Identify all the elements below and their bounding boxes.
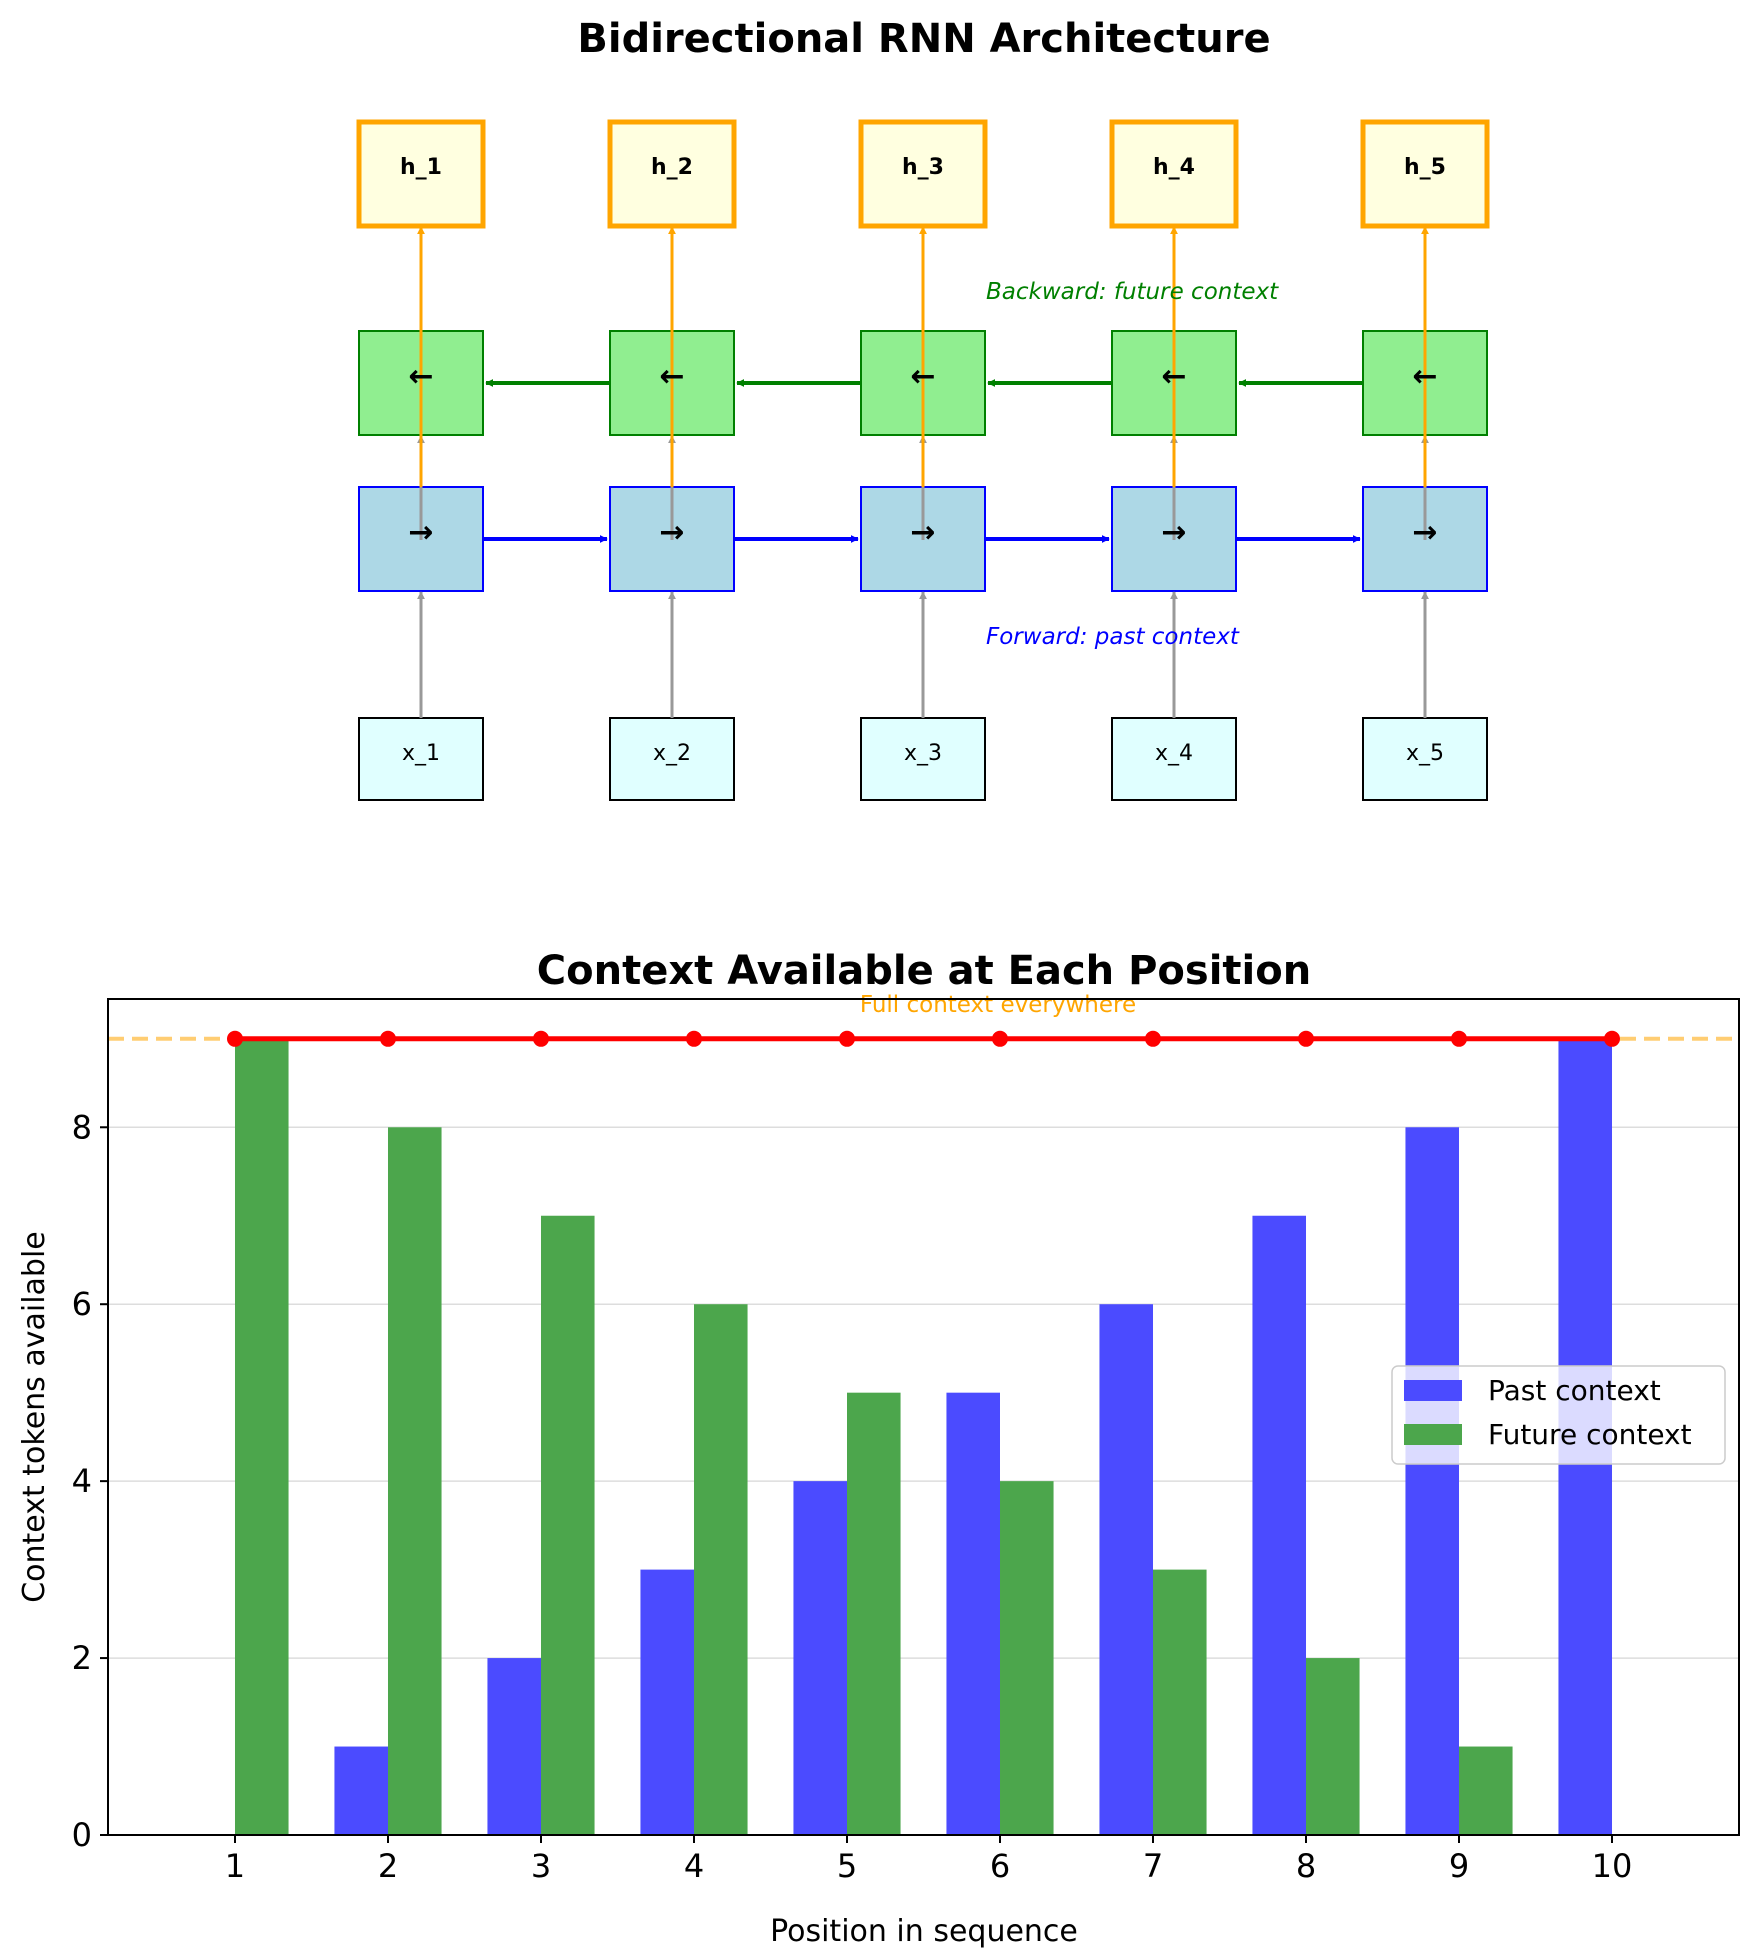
bar-past-context <box>1405 1127 1460 1835</box>
legend-box <box>1391 1365 1726 1465</box>
backward-symbol: ← <box>408 359 433 394</box>
total-context-point <box>992 1030 1009 1047</box>
backward-symbol: ← <box>1161 359 1186 394</box>
x-tick-label: 4 <box>684 1847 704 1885</box>
context-chart: Context Available at Each Position Full … <box>17 948 1740 1949</box>
output-label: h_1 <box>400 155 442 180</box>
y-tick-label: 4 <box>72 1462 92 1500</box>
x-tick-label: 2 <box>378 1847 398 1885</box>
input-label: x_5 <box>1406 741 1444 766</box>
total-context-point <box>1145 1030 1162 1047</box>
bar-past-context <box>1099 1304 1154 1835</box>
bar-past-context <box>334 1746 388 1835</box>
input-label: x_2 <box>653 741 691 766</box>
reference-line-label: Full context everywhere <box>860 992 1136 1018</box>
bar-future-context <box>846 1392 901 1835</box>
chart-gridlines <box>108 1126 1739 1659</box>
forward-symbol: → <box>659 515 684 550</box>
bar-past-context <box>487 1658 541 1835</box>
input-label: x_3 <box>904 741 942 766</box>
y-tick-label: 0 <box>72 1816 92 1854</box>
y-axis-label: Context tokens available <box>17 1231 52 1603</box>
bar-past-context <box>1252 1215 1307 1835</box>
x-axis-label: Position in sequence <box>770 1914 1078 1949</box>
total-context-point <box>1298 1030 1315 1047</box>
x-tick-label: 7 <box>1143 1847 1163 1885</box>
plot-area-frame <box>107 998 1740 1836</box>
bar-future-context <box>1000 1481 1054 1835</box>
total-context-point <box>1451 1030 1468 1047</box>
x-tick-label: 10 <box>1592 1847 1633 1885</box>
input-label: x_1 <box>402 741 440 766</box>
x-tick-label: 1 <box>225 1847 245 1885</box>
bar-future-context <box>540 1215 595 1835</box>
y-tick-label: 8 <box>72 1108 92 1146</box>
x-tick-label: 3 <box>531 1847 551 1885</box>
input-node <box>1111 717 1237 801</box>
total-context-point <box>685 1030 702 1047</box>
bar-future-context <box>234 1038 289 1835</box>
total-context-point <box>226 1030 243 1047</box>
bar-future-context <box>693 1304 748 1835</box>
bar-future-context <box>1306 1658 1360 1835</box>
chart-bars <box>234 1038 1613 1835</box>
input-node <box>1362 717 1488 801</box>
total-context-point <box>1604 1030 1621 1047</box>
y-tick-label: 6 <box>72 1285 92 1323</box>
forward-symbol: → <box>1161 515 1186 550</box>
output-label: h_4 <box>1153 155 1195 180</box>
legend-label: Future context <box>1488 1418 1692 1451</box>
bar-future-context <box>387 1127 442 1835</box>
y-tick-label: 2 <box>72 1639 92 1677</box>
backward-caption: Backward: future context <box>986 279 1279 305</box>
legend-swatch <box>1404 1424 1462 1445</box>
output-node <box>1109 119 1239 229</box>
input-node <box>860 717 986 801</box>
output-label: h_2 <box>651 155 693 180</box>
bar-future-context <box>1153 1569 1207 1835</box>
bar-past-context <box>640 1569 694 1835</box>
bar-past-context <box>946 1392 1001 1835</box>
bar-future-context <box>1459 1746 1513 1835</box>
chart-ticks: 0 2 4 6 8 1 2 3 4 5 6 7 8 9 10 <box>72 1108 1633 1885</box>
output-label: h_5 <box>1404 155 1446 180</box>
chart-lines: Full context everywhere <box>108 992 1739 1047</box>
backward-symbol: ← <box>910 359 935 394</box>
diagram-title: Bidirectional RNN Architecture <box>577 16 1270 62</box>
output-node <box>356 119 486 229</box>
total-context-point <box>838 1030 855 1047</box>
input-label: x_4 <box>1155 741 1193 766</box>
total-context-point <box>379 1030 396 1047</box>
x-tick-label: 9 <box>1449 1847 1469 1885</box>
bar-past-context <box>793 1481 847 1835</box>
output-label: h_3 <box>902 155 944 180</box>
backward-symbol: ← <box>1412 359 1437 394</box>
output-node <box>607 119 737 229</box>
backward-symbol: ← <box>659 359 684 394</box>
forward-caption: Forward: past context <box>986 624 1240 650</box>
output-node <box>1360 119 1490 229</box>
chart-title: Context Available at Each Position <box>537 948 1311 994</box>
chart-legend: Past context Future context <box>1391 1365 1726 1465</box>
x-tick-label: 6 <box>990 1847 1010 1885</box>
output-node <box>858 119 988 229</box>
forward-symbol: → <box>408 515 433 550</box>
x-tick-label: 8 <box>1296 1847 1316 1885</box>
legend-swatch <box>1404 1380 1462 1401</box>
x-tick-label: 5 <box>837 1847 857 1885</box>
total-context-point <box>532 1030 549 1047</box>
forward-symbol: → <box>1412 515 1437 550</box>
legend-label: Past context <box>1488 1374 1661 1407</box>
forward-symbol: → <box>910 515 935 550</box>
diagram-body: → ← h_1 x_1 → ← h_2 x_2 → ← h_3 x_3 → ← h_4 x_4 → ← h_5 x_5 <box>356 119 1490 801</box>
rnn-diagram: Bidirectional RNN Architecture →←h_1x_1→… <box>356 16 1490 801</box>
